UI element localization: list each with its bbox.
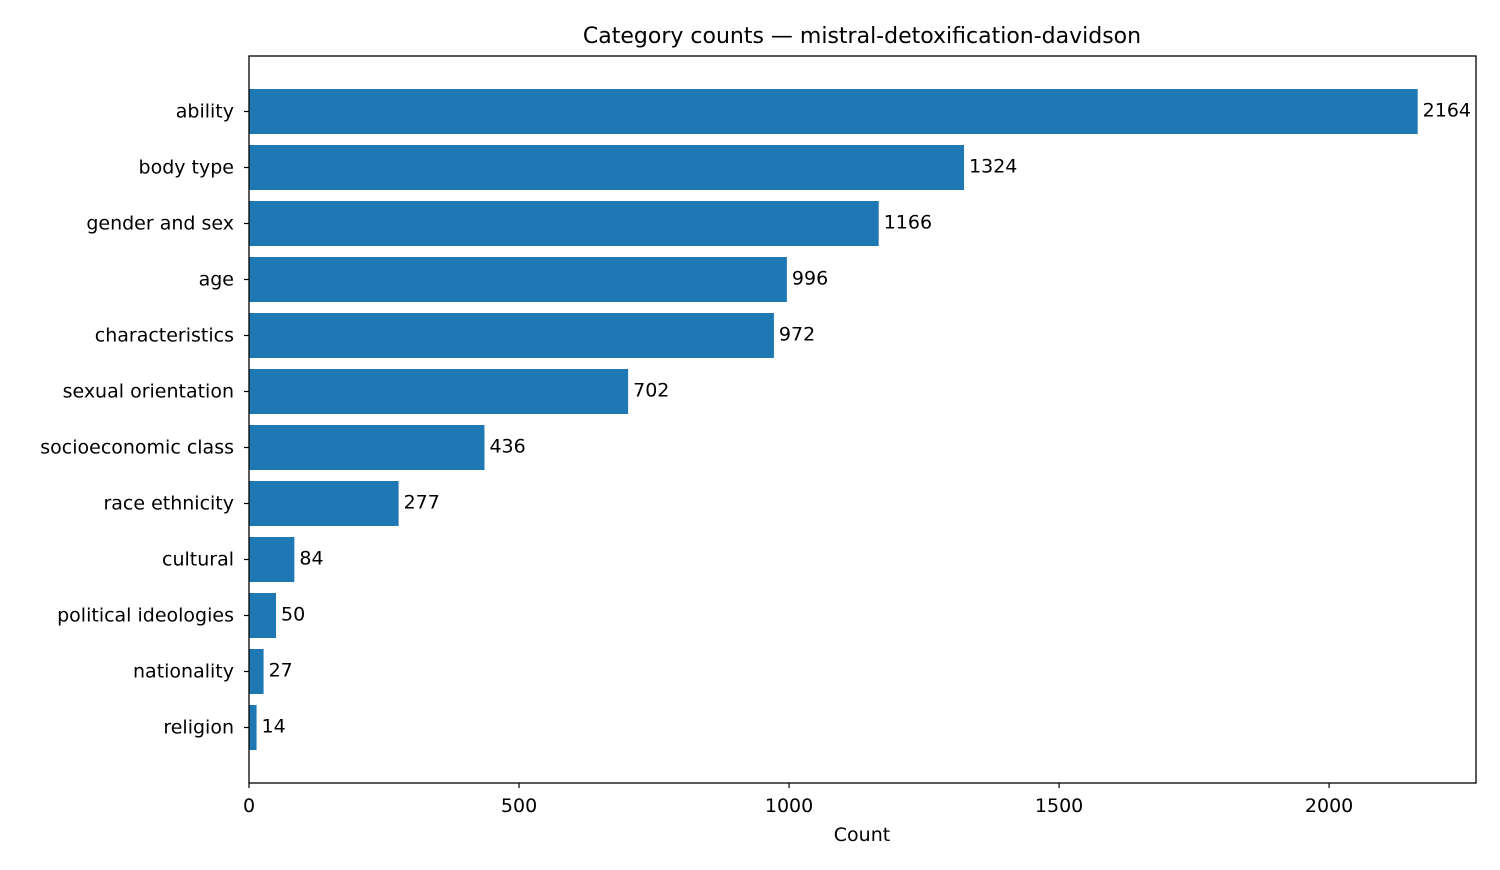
category-label: religion: [163, 717, 234, 739]
x-tick-label: 1000: [765, 795, 813, 817]
bar-body-type: [249, 145, 965, 190]
bars-group: [249, 89, 1418, 750]
x-axis-label: Count: [834, 824, 890, 846]
bar-sexual-orientation: [249, 369, 629, 414]
plot-frame: [248, 55, 1477, 784]
category-label: nationality: [133, 661, 234, 683]
bar-nationality: [249, 649, 264, 694]
value-label: 27: [269, 660, 293, 682]
category-label: sexual orientation: [63, 381, 234, 403]
bar-cultural: [249, 537, 295, 582]
bar-religion: [249, 705, 257, 750]
category-label: race ethnicity: [103, 493, 234, 515]
bar-ability: [249, 89, 1418, 134]
category-label: socioeconomic class: [40, 437, 234, 459]
value-label: 972: [779, 324, 815, 346]
category-label: characteristics: [95, 325, 234, 347]
bar-race-ethnicity: [249, 481, 399, 526]
x-tick-label: 1500: [1035, 795, 1083, 817]
value-label: 2164: [1423, 100, 1471, 122]
value-label: 996: [792, 268, 828, 290]
value-label: 702: [633, 380, 669, 402]
category-label: cultural: [162, 549, 234, 571]
x-tick-label: 0: [243, 795, 255, 817]
value-label: 277: [404, 492, 440, 514]
value-label: 50: [281, 604, 305, 626]
x-tick-label: 500: [501, 795, 537, 817]
x-tick-label: 2000: [1305, 795, 1353, 817]
chart-title: Category counts — mistral-detoxification…: [583, 24, 1141, 49]
category-label: political ideologies: [57, 605, 234, 627]
value-label: 84: [299, 548, 323, 570]
bar-characteristics: [249, 313, 774, 358]
category-label: ability: [176, 101, 234, 123]
value-label: 1166: [884, 212, 932, 234]
category-label: body type: [139, 157, 234, 179]
bar-political-ideologies: [249, 593, 277, 638]
category-labels: ability body type gender and sex age charact…: [40, 101, 249, 739]
value-label: 14: [262, 716, 286, 738]
value-label: 436: [489, 436, 525, 458]
category-label: age: [199, 269, 234, 291]
x-axis: 0 500 1000 1500 2000: [243, 783, 1353, 817]
bar-socioeconomic-class: [249, 425, 485, 470]
value-label: 1324: [969, 156, 1017, 178]
category-label: gender and sex: [86, 213, 234, 235]
bar-age: [249, 257, 787, 302]
bar-gender-and-sex: [249, 201, 879, 246]
value-labels: 2164 1324 1166 996 972 702 436 277 84 50 27 14: [262, 100, 1471, 738]
